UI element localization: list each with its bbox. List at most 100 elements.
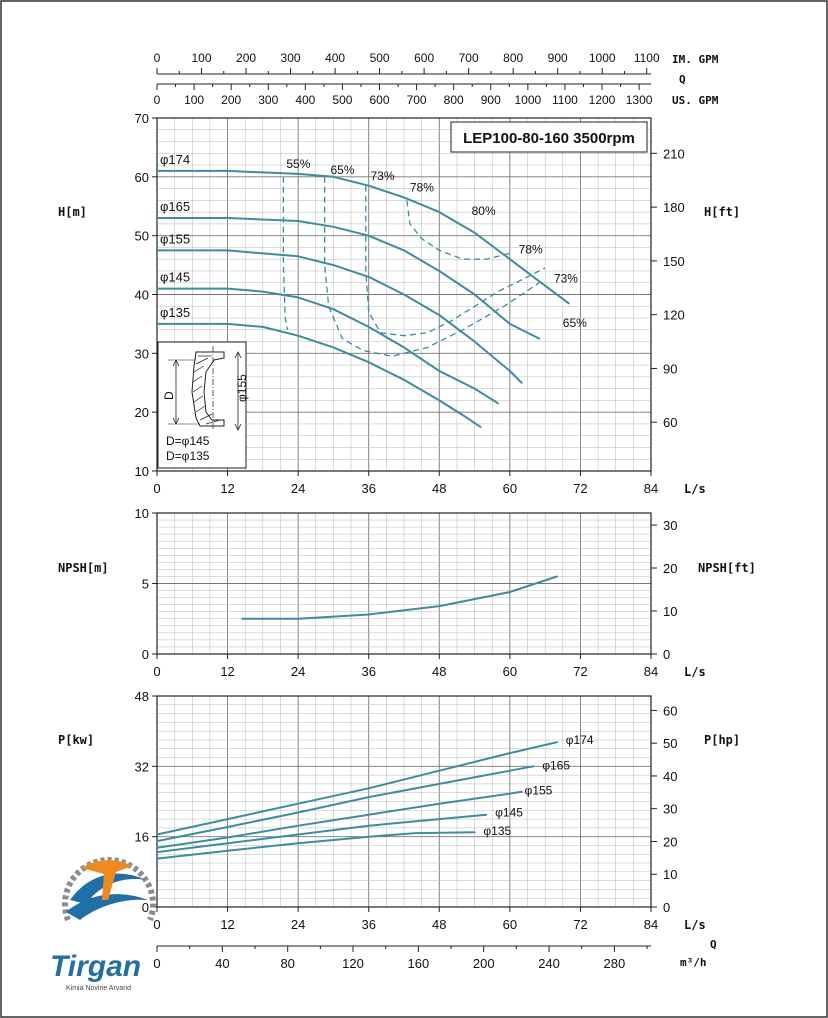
m3h-tick-label: 280 (604, 956, 626, 971)
head-efficiency-label-6: 73% (554, 272, 578, 286)
m3h-tick-label: 80 (280, 956, 294, 971)
head-efficiency-label-2: 73% (370, 169, 394, 183)
npsh-x-axis-label: L/s (684, 665, 706, 679)
power-series-line-0 (156, 741, 558, 836)
power-x-tick-label: 72 (573, 917, 587, 932)
power-y2-tick-label: 40 (663, 769, 677, 784)
m3h-label: m³/h (680, 956, 707, 969)
head-series-label-3: φ145 (160, 270, 190, 285)
power-series-line-3 (156, 813, 488, 854)
head-y-tick-label: 20 (135, 405, 149, 420)
head-series-line-3 (156, 287, 500, 405)
head-x-tick-label: 48 (432, 481, 446, 496)
logo-tagline: Kimia Novine Arvand (66, 985, 131, 992)
logo-brand: Tirgan (50, 950, 141, 983)
power-series-line-4 (156, 831, 476, 860)
us-gpm-tick-label: 0 (154, 93, 161, 107)
us-gpm-label: US. GPM (672, 94, 719, 107)
head-series-line-0 (156, 169, 570, 305)
npsh-y2-tick-label: 20 (663, 561, 677, 576)
power-series-line-2 (156, 790, 523, 849)
im-gpm-tick-label: 800 (503, 51, 523, 65)
head-efficiency-label-4: 80% (472, 204, 496, 218)
top-flow-scales: IM. GPM Q US. GPM 0 100 200 300 400 500 600 700… (154, 51, 719, 107)
npsh-y2-tick-label: 0 (663, 647, 670, 662)
us-gpm-tick-label: 1200 (589, 93, 616, 107)
power-y-tick-label: 16 (135, 830, 149, 845)
head-series-label-2: φ155 (160, 231, 190, 246)
head-efficiency-label-0: 55% (286, 157, 310, 171)
head-x-tick-label: 72 (573, 481, 587, 496)
npsh-series-line-0 (241, 575, 558, 620)
m3h-tick-label: 160 (408, 956, 430, 971)
power-x-tick-label: 48 (432, 917, 446, 932)
npsh-x-tick-label: 24 (291, 664, 305, 679)
power-y-tick-label: 48 (135, 689, 149, 704)
head-efficiency-label-5: 78% (519, 242, 543, 256)
npsh-x-tick-label: 48 (432, 664, 446, 679)
npsh-y-axis-label: NPSH[m] (58, 561, 109, 575)
npsh-x-tick-label: 84 (644, 664, 658, 679)
inset-line-1: D=φ145 (166, 434, 210, 448)
inset-line-2: D=φ135 (166, 449, 210, 463)
head-efficiency-line-1 (323, 176, 540, 357)
head-series-line-1 (156, 217, 541, 340)
power-series-label-4: φ135 (483, 824, 511, 838)
us-gpm-tick-label: 400 (295, 93, 315, 107)
head-y-tick-label: 40 (135, 288, 149, 303)
tirgan-logo: Tirgan Kimia Novine Arvand (50, 857, 156, 992)
power-y2-tick-label: 10 (663, 867, 677, 882)
head-efficiency-line-3 (406, 200, 511, 260)
head-x-tick-label: 84 (644, 481, 658, 496)
us-gpm-tick-label: 500 (332, 93, 352, 107)
head-series-label-0: φ174 (160, 152, 190, 167)
npsh-x-tick-label: 60 (503, 664, 517, 679)
npsh-x-tick-label: 12 (220, 664, 234, 679)
impeller-inset: D φ155 D=φ145 D=φ135 (157, 341, 249, 469)
power-series-label-0: φ174 (566, 733, 594, 747)
power-y-axis-label: P[kw] (58, 733, 94, 747)
npsh-chart: 0 12 24 36 48 60 72 84 L/s 0 5 10 0 10 20 30 NPSH[m] NPSH… (58, 506, 756, 679)
power-x-tick-label: 36 (361, 917, 375, 932)
tirgan-logo-icon (62, 857, 156, 922)
power-y-tick-label: 32 (135, 759, 149, 774)
head-efficiency-line-0 (282, 176, 289, 330)
head-x-tick-label: 60 (503, 481, 517, 496)
npsh-y-tick-label: 0 (142, 647, 149, 662)
power-x-tick-label: 12 (220, 917, 234, 932)
power-y2-axis-label: P[hp] (704, 733, 740, 747)
q-bottom-label: Q (710, 938, 717, 951)
inset-d-label: D (162, 391, 176, 400)
inset-d155-label: φ155 (235, 374, 249, 402)
im-gpm-tick-label: 1100 (634, 51, 660, 65)
power-series-label-3: φ145 (495, 805, 523, 819)
im-gpm-label: IM. GPM (672, 53, 719, 66)
head-y-tick-label: 10 (135, 464, 149, 479)
head-x-tick-label: 24 (291, 481, 305, 496)
im-gpm-tick-label: 600 (414, 51, 434, 65)
m3h-tick-label: 200 (473, 956, 495, 971)
power-y2-tick-label: 20 (663, 834, 677, 849)
head-title-box (450, 121, 648, 153)
power-x-tick-label: 24 (291, 917, 305, 932)
head-series-label-1: φ165 (160, 199, 190, 214)
head-y2-axis-label: H[ft] (704, 205, 740, 219)
power-y2-tick-label: 60 (663, 703, 677, 718)
npsh-x-tick-label: 0 (153, 664, 160, 679)
power-x-tick-label: 60 (503, 917, 517, 932)
m3h-tick-label: 40 (215, 956, 229, 971)
us-gpm-tick-label: 300 (258, 93, 278, 107)
head-y2-tick-label: 180 (663, 200, 685, 215)
m3h-tick-label: 0 (153, 956, 160, 971)
npsh-grid (156, 512, 652, 655)
im-gpm-tick-label: 300 (281, 51, 301, 65)
us-gpm-tick-label: 800 (444, 93, 464, 107)
npsh-y-tick-label: 10 (135, 506, 149, 521)
us-gpm-tick-label: 1300 (626, 93, 653, 107)
power-x-axis-label: L/s (684, 918, 706, 932)
head-efficiency-label-3: 78% (410, 181, 434, 195)
head-series-label-4: φ135 (160, 305, 190, 320)
head-y2-tick-label: 150 (663, 254, 685, 269)
power-y2-tick-label: 0 (663, 900, 670, 915)
